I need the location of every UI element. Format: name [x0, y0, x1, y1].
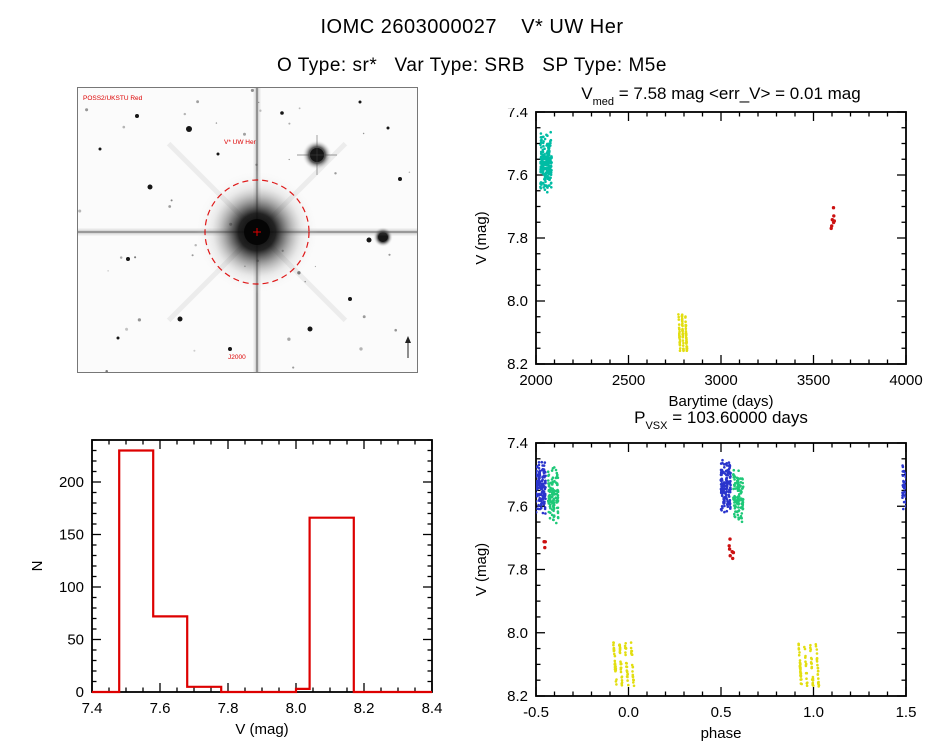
phase-plot: -0.5 0.0 0.5 1.0 1.5 7.4 7.6 7.8 8.0 8.2 phase V (m…: [473, 435, 917, 742]
phase-title-sub: VSX: [645, 420, 668, 433]
histogram-ticks: [91, 439, 433, 693]
phase-title: PVSX = 103.60000 days: [516, 408, 926, 433]
histogram-outline: [92, 449, 432, 694]
histogram-chart: 7.4 7.6 7.8 8.0 8.2 8.4 0 50 100 150 200 V (mag) N: [30, 425, 470, 747]
svg-text:7.6: 7.6: [507, 498, 528, 515]
phase-title-rest: = 103.60000 days: [667, 408, 808, 427]
series-yellow-phase1: [797, 642, 821, 688]
lightcurve-plot: 2000 2500 3000 3500 4000 7.4 7.6 7.8 8.0 8.2 Baryt…: [473, 108, 923, 410]
phase-ylabel: V (mag): [473, 543, 490, 596]
svg-text:7.8: 7.8: [218, 700, 239, 717]
lightcurve-ylabel: V (mag): [473, 211, 490, 264]
histogram-frame: [91, 439, 433, 693]
svg-text:8.0: 8.0: [507, 293, 528, 310]
svg-text:8.0: 8.0: [507, 625, 528, 642]
svg-text:200: 200: [59, 474, 84, 491]
svg-text:7.6: 7.6: [150, 700, 171, 717]
series-blue-right-edge: [901, 464, 906, 511]
series-green-left: [546, 466, 560, 525]
svg-text:1.5: 1.5: [896, 704, 917, 721]
svg-text:100: 100: [59, 579, 84, 596]
lightcurve-frame: [535, 111, 907, 365]
svg-text:3500: 3500: [797, 372, 830, 389]
svg-text:0: 0: [76, 684, 84, 701]
aperture-circle: [204, 179, 310, 285]
page-title: IOMC 2603000027 V* UW Her: [320, 16, 624, 38]
svg-text:150: 150: [59, 527, 84, 544]
lightcurve-title-sub: med: [592, 96, 615, 109]
svg-text:7.6: 7.6: [507, 167, 528, 184]
image-annotation-1: V* UW Her: [224, 139, 257, 146]
svg-text:8.2: 8.2: [507, 688, 528, 705]
series-red-left: [542, 540, 547, 550]
lightcurve-xlabel: Barytime (days): [668, 393, 773, 410]
lightcurve-title: Vmed = 7.58 mag <err_V> = 0.01 mag: [516, 84, 926, 109]
lightcurve-chart: Vmed = 7.58 mag <err_V> = 0.01 mag 2000 2…: [455, 84, 944, 418]
series-epoch-2800: [677, 313, 689, 353]
svg-text:8.2: 8.2: [507, 356, 528, 373]
svg-text:8.2: 8.2: [354, 700, 375, 717]
phase-title-prefix: P: [634, 408, 646, 427]
phase-points: [536, 458, 906, 688]
svg-text:0.0: 0.0: [618, 704, 639, 721]
series-red-mid: [727, 537, 736, 561]
series-green-mid: [732, 468, 745, 524]
finding-chart-svg: POSS2/UKSTU Red V* UW Her J2000: [78, 88, 417, 372]
histogram-ylabel: N: [30, 561, 46, 572]
lightcurve-title-prefix: V: [581, 84, 593, 103]
svg-text:2500: 2500: [612, 372, 645, 389]
svg-text:2000: 2000: [519, 372, 552, 389]
svg-text:4000: 4000: [889, 372, 922, 389]
histogram-plot: 7.4 7.6 7.8 8.0 8.2 8.4 0 50 100 150 200 V (mag) N: [30, 439, 443, 738]
red-overlay: POSS2/UKSTU Red V* UW Her J2000: [83, 95, 310, 361]
series-epoch-3600: [829, 206, 836, 231]
lightcurve-points: [539, 130, 836, 353]
page-subtitle: O Type: sr* Var Type: SRB SP Type: M5e: [277, 55, 667, 76]
series-yellow-phase0: [612, 641, 636, 688]
svg-text:1.0: 1.0: [803, 704, 824, 721]
svg-text:0.5: 0.5: [711, 704, 732, 721]
svg-text:-0.5: -0.5: [523, 704, 549, 721]
svg-text:7.4: 7.4: [82, 700, 103, 717]
phase-xlabel: phase: [701, 725, 742, 742]
phase-chart: PVSX = 103.60000 days -0.5 0.0 0.5 1.0 1.5 7.…: [455, 408, 944, 746]
orientation-arrow: [405, 336, 411, 358]
series-blue-mid: [719, 458, 732, 514]
image-annotation-2: J2000: [228, 354, 246, 361]
finding-chart-image: POSS2/UKSTU Red V* UW Her J2000: [77, 87, 418, 373]
series-blue-left: [536, 460, 547, 515]
svg-text:7.8: 7.8: [507, 562, 528, 579]
svg-text:50: 50: [67, 632, 84, 649]
histogram-xlabel: V (mag): [235, 721, 288, 738]
svg-text:7.8: 7.8: [507, 230, 528, 247]
lightcurve-title-rest: = 7.58 mag <err_V> = 0.01 mag: [614, 84, 861, 103]
series-epoch-2050: [539, 130, 553, 194]
svg-text:8.4: 8.4: [422, 700, 443, 717]
svg-text:7.4: 7.4: [507, 108, 528, 121]
svg-text:8.0: 8.0: [286, 700, 307, 717]
svg-text:3000: 3000: [704, 372, 737, 389]
image-annotation-0: POSS2/UKSTU Red: [83, 95, 143, 102]
svg-text:7.4: 7.4: [507, 435, 528, 452]
lightcurve-ticks: [535, 111, 907, 365]
phase-ticks: [535, 442, 907, 697]
